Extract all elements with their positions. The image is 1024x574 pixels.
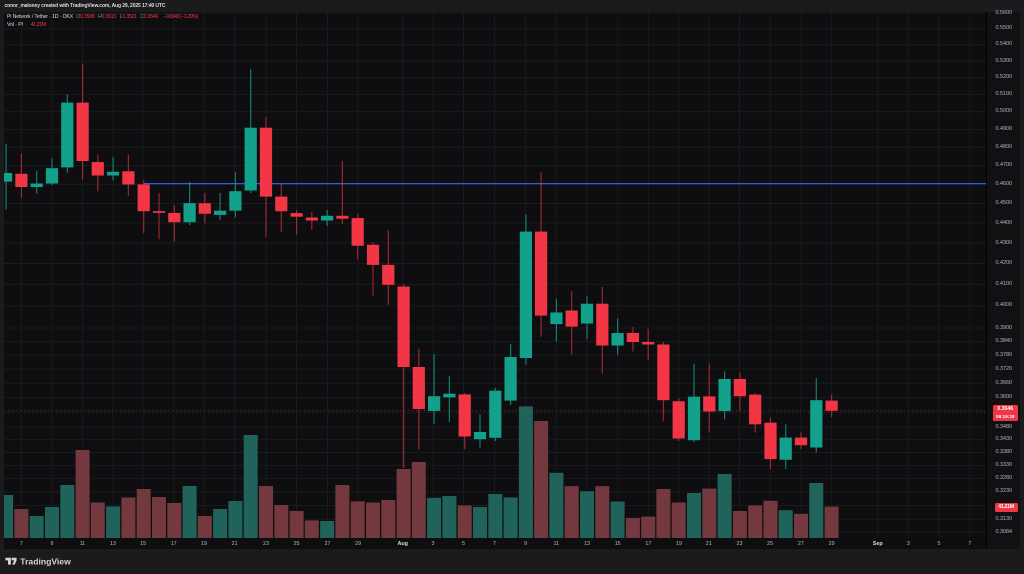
svg-text:TradingView: TradingView	[20, 556, 71, 566]
